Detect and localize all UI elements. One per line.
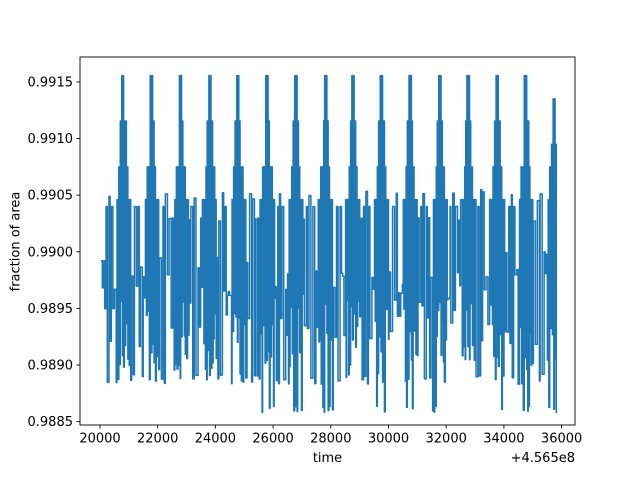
x-tick-label: 22000 (137, 432, 178, 447)
x-tick-label: 24000 (195, 432, 236, 447)
y-axis-label: fraction of area (8, 191, 24, 292)
x-tick-label: 26000 (252, 432, 293, 447)
data-line-series (100, 74, 558, 414)
x-axis-label: time (312, 451, 343, 466)
x-tick-label: 36000 (541, 432, 582, 447)
x-tick-label: 30000 (368, 432, 409, 447)
y-tick-label: 0.9885 (28, 415, 74, 430)
y-tick-label: 0.9900 (28, 245, 74, 260)
y-tick-label: 0.9905 (28, 189, 74, 204)
y-tick-label: 0.9915 (28, 75, 74, 90)
y-tick-label: 0.9890 (28, 358, 74, 373)
y-tick-label: 0.9895 (28, 302, 74, 317)
axes-frame (79, 56, 576, 426)
x-axis-offset-text: +4.565e8 (510, 451, 575, 466)
x-tick-label: 34000 (483, 432, 524, 447)
x-tick-label: 28000 (310, 432, 351, 447)
y-tick-label: 0.9910 (28, 132, 74, 147)
x-tick-label: 32000 (426, 432, 467, 447)
x-tick-label: 20000 (79, 432, 120, 447)
